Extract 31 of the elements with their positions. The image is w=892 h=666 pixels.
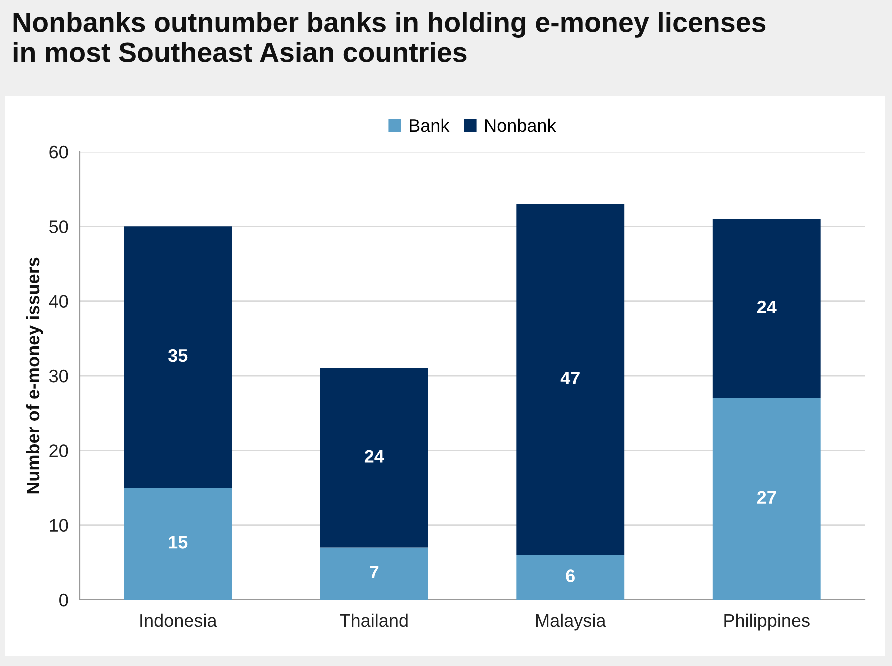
data-label: 6: [566, 570, 575, 582]
y-tick-label: 0: [60, 594, 68, 607]
legend-label: Bank: [410, 118, 450, 132]
x-tick-label: Philippines: [724, 614, 810, 631]
data-label: 15: [169, 536, 188, 549]
data-label: 7: [370, 566, 379, 579]
bar: [320, 548, 428, 600]
y-tick-label: 60: [50, 146, 68, 159]
x-tick-label: Thailand: [340, 614, 408, 628]
legend-label: Nonbank: [486, 118, 556, 132]
data-label: 35: [168, 349, 188, 362]
data-label: 27: [757, 491, 776, 504]
y-tick-label: 50: [50, 220, 68, 234]
y-tick-label: 30: [49, 370, 68, 383]
y-tick-label: 40: [49, 295, 68, 308]
bar: [320, 368, 428, 548]
bar: [712, 219, 821, 398]
data-label: 24: [364, 450, 384, 463]
bar: [124, 488, 232, 600]
bar: [516, 555, 625, 600]
data-label: 24: [757, 300, 777, 314]
y-tick-label: 10: [50, 519, 68, 532]
chart-title: Nonbanks outnumber banks in holding e-money licenses in most Southeast Asian countries: [14, 12, 766, 62]
bar: [712, 398, 821, 600]
data-label: 47: [560, 372, 580, 384]
bar: [124, 226, 232, 488]
y-axis-title: Number of e-money issuers: [26, 258, 44, 494]
x-tick-label: Indonesia: [140, 614, 218, 628]
y-tick-label: 20: [50, 444, 68, 458]
x-tick-label: Malaysia: [536, 614, 606, 631]
bar: [516, 204, 625, 556]
